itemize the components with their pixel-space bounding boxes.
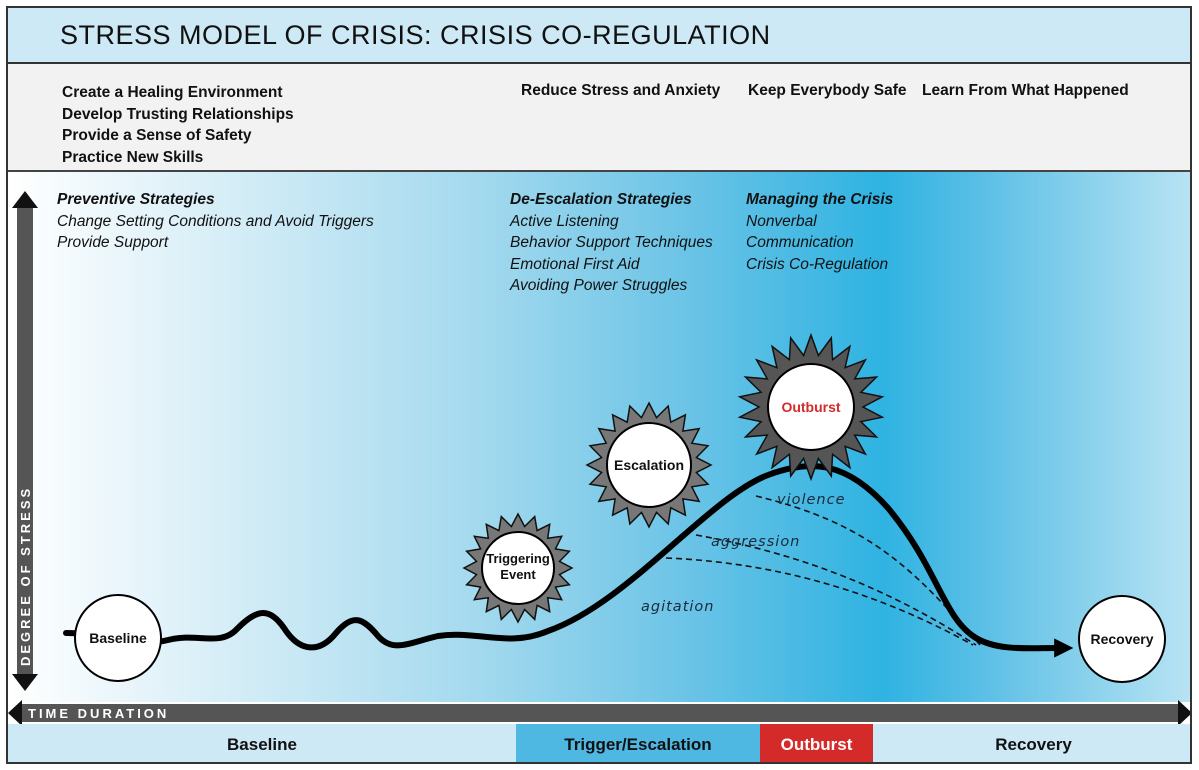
de-escalation-heading: De-Escalation Strategies — [510, 191, 692, 208]
strategy-item: Crisis Co-Regulation — [746, 255, 889, 273]
managing-crisis-strategies: Managing the Crisis Nonverbal Communicat… — [746, 189, 893, 275]
title-bar: STRESS MODEL OF CRISIS: CRISIS CO-REGULA… — [8, 8, 1190, 64]
phase-recovery: Recovery — [995, 735, 1072, 754]
outburst-circle — [767, 363, 855, 451]
violence-label: violence — [777, 492, 846, 508]
time-axis-label: TIME DURATION — [28, 706, 169, 721]
triggering-stage-label: Triggering — [486, 551, 550, 566]
strategy-item: Communication — [746, 234, 854, 251]
time-axis: TIME DURATION — [8, 700, 1190, 726]
strategy-item: Behavior Support Techniques — [510, 234, 713, 251]
stress-axis: DEGREE OF STRESS — [12, 191, 38, 691]
aggression-label: aggression — [711, 534, 800, 550]
stress-curve — [63, 463, 1074, 658]
recovery-stage-label: Recovery — [1090, 631, 1153, 647]
goals-band: Create a Healing Environment Develop Tru… — [8, 64, 1190, 172]
page-title: STRESS MODEL OF CRISIS: CRISIS CO-REGULA… — [60, 20, 771, 50]
strategy-item: Change Setting Conditions and Avoid Trig… — [57, 212, 374, 230]
stress-axis-bar — [17, 208, 33, 674]
time-axis-arrow-right — [1178, 700, 1190, 726]
triggering-circle — [481, 531, 555, 605]
baseline-goals: Create a Healing Environment Develop Tru… — [62, 82, 294, 168]
outburst-goal: Keep Everybody Safe — [748, 82, 907, 99]
aggression-branch — [695, 534, 977, 646]
preventive-strategies: Preventive Strategies Change Setting Con… — [57, 189, 374, 254]
escalation-goal: Reduce Stress and Anxiety — [521, 82, 721, 99]
stress-axis-arrow-down — [12, 674, 38, 691]
recovery-goal: Learn From What Happened — [922, 82, 1129, 99]
baseline-stage-label: Baseline — [89, 630, 147, 646]
stress-chart-area: Preventive Strategies Change Setting Con… — [8, 172, 1190, 702]
goal-item: Create a Healing Environment — [62, 84, 283, 101]
strategy-item: Emotional First Aid — [510, 255, 640, 273]
time-axis-arrow-left — [8, 700, 22, 726]
recovery-circle — [1078, 595, 1166, 683]
preventive-heading: Preventive Strategies — [57, 191, 215, 208]
agitation-label: agitation — [641, 599, 714, 615]
phase-baseline: Baseline — [227, 735, 297, 754]
diagram-frame: STRESS MODEL OF CRISIS: CRISIS CO-REGULA… — [6, 6, 1192, 764]
stress-curve-diagram: DEGREE OF STRESS TIME DURATION violence … — [8, 191, 1190, 726]
goal-item: Practice New Skills — [62, 148, 204, 166]
phase-outburst: Outburst — [760, 724, 873, 762]
triggering-stage-label-line2: Event — [500, 567, 536, 582]
strategy-item: Provide Support — [57, 234, 169, 251]
agitation-branch — [665, 557, 974, 646]
strategy-item: Active Listening — [510, 212, 619, 230]
outburst-stage-label: Outburst — [781, 399, 840, 415]
managing-heading: Managing the Crisis — [746, 191, 894, 208]
goal-item: Provide a Sense of Safety — [62, 127, 252, 144]
baseline-circle — [74, 594, 162, 682]
escalation-circle — [606, 422, 692, 508]
stress-axis-arrow-up — [12, 191, 38, 208]
goal-item: Develop Trusting Relationships — [62, 105, 294, 123]
stress-axis-label: DEGREE OF STRESS — [18, 486, 33, 666]
strategy-item: Nonverbal — [746, 212, 817, 230]
time-axis-bar — [22, 704, 1178, 722]
phase-trigger-escalation: Trigger/Escalation — [516, 724, 760, 762]
de-escalation-strategies: De-Escalation Strategies Active Listenin… — [510, 189, 713, 297]
phase-bar: Baseline Trigger/Escalation Outburst Rec… — [8, 724, 1190, 762]
violence-branch — [755, 495, 981, 646]
strategy-item: Avoiding Power Struggles — [510, 277, 688, 294]
escalation-stage-label: Escalation — [614, 457, 684, 473]
